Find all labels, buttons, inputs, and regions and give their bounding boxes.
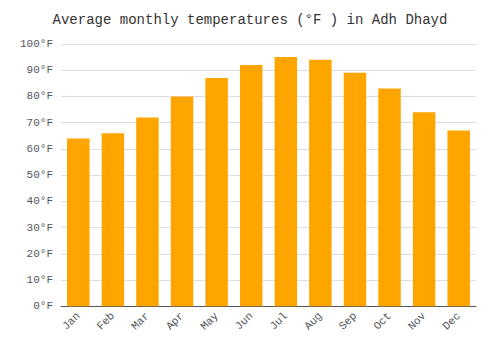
svg-text:50°F: 50°F (27, 169, 53, 181)
svg-text:10°F: 10°F (27, 274, 53, 286)
svg-text:Sep: Sep (337, 310, 359, 332)
svg-text:Average monthly temperatures (: Average monthly temperatures (°F ) in Ad… (53, 12, 448, 28)
svg-text:Jun: Jun (233, 310, 255, 332)
svg-text:May: May (198, 310, 221, 333)
svg-text:30°F: 30°F (27, 222, 53, 234)
svg-text:Oct: Oct (371, 310, 393, 332)
svg-text:90°F: 90°F (27, 64, 53, 76)
svg-text:Mar: Mar (129, 310, 151, 332)
svg-text:40°F: 40°F (27, 195, 53, 207)
svg-text:100°F: 100°F (20, 38, 53, 50)
svg-text:Nov: Nov (406, 310, 429, 333)
svg-text:60°F: 60°F (27, 143, 53, 155)
svg-text:Aug: Aug (302, 310, 324, 332)
svg-text:80°F: 80°F (27, 90, 53, 102)
svg-text:20°F: 20°F (27, 248, 53, 260)
svg-text:Jul: Jul (268, 310, 290, 332)
svg-text:Apr: Apr (164, 310, 186, 332)
svg-text:Dec: Dec (440, 310, 462, 332)
svg-text:Feb: Feb (95, 310, 117, 332)
svg-text:0°F: 0°F (33, 300, 53, 312)
svg-text:70°F: 70°F (27, 117, 53, 129)
svg-text:Jan: Jan (60, 310, 82, 332)
